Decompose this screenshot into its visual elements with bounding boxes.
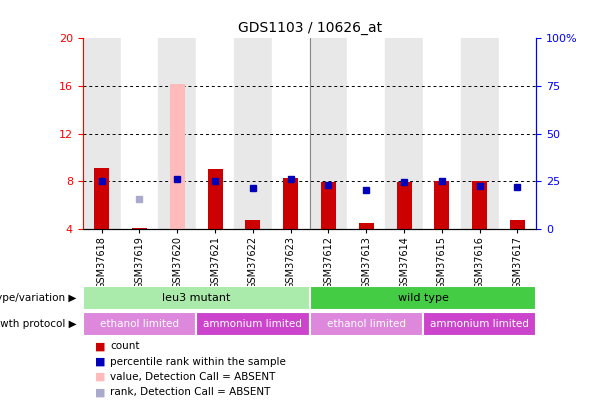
Text: growth protocol ▶: growth protocol ▶ (0, 319, 77, 329)
Bar (423, 312, 536, 336)
Bar (272, 38, 310, 229)
Bar (310, 38, 348, 229)
Bar (207, 169, 223, 229)
Text: rank, Detection Call = ABSENT: rank, Detection Call = ABSENT (110, 388, 271, 397)
Bar (83, 312, 196, 336)
Bar (132, 228, 147, 229)
Bar (434, 181, 449, 229)
Bar (234, 38, 272, 229)
Bar (359, 223, 374, 229)
Bar (196, 38, 234, 229)
Bar (121, 38, 158, 229)
Text: percentile rank within the sample: percentile rank within the sample (110, 357, 286, 367)
Title: GDS1103 / 10626_at: GDS1103 / 10626_at (237, 21, 382, 35)
Bar (385, 38, 423, 229)
Text: ■: ■ (95, 357, 105, 367)
Bar (158, 38, 196, 229)
Bar (196, 312, 310, 336)
Bar (348, 38, 385, 229)
Bar (94, 168, 109, 229)
Text: leu3 mutant: leu3 mutant (162, 293, 230, 303)
Text: ■: ■ (95, 372, 105, 382)
Bar (472, 181, 487, 229)
Text: ■: ■ (95, 388, 105, 397)
Bar (310, 286, 536, 310)
Bar (283, 178, 299, 229)
Text: ammonium limited: ammonium limited (430, 319, 529, 329)
Bar (321, 182, 336, 229)
Text: wild type: wild type (398, 293, 448, 303)
Bar (397, 182, 412, 229)
Bar (83, 286, 310, 310)
Bar (83, 38, 121, 229)
Text: genotype/variation ▶: genotype/variation ▶ (0, 293, 77, 303)
Bar (423, 38, 461, 229)
Text: value, Detection Call = ABSENT: value, Detection Call = ABSENT (110, 372, 276, 382)
Bar (245, 220, 261, 229)
Text: ethanol limited: ethanol limited (327, 319, 406, 329)
Text: ammonium limited: ammonium limited (204, 319, 302, 329)
Bar (310, 312, 423, 336)
Text: ■: ■ (95, 341, 105, 351)
Text: count: count (110, 341, 140, 351)
Bar (461, 38, 498, 229)
Text: ethanol limited: ethanol limited (100, 319, 179, 329)
Bar (498, 38, 536, 229)
Bar (510, 220, 525, 229)
Bar (170, 84, 185, 229)
